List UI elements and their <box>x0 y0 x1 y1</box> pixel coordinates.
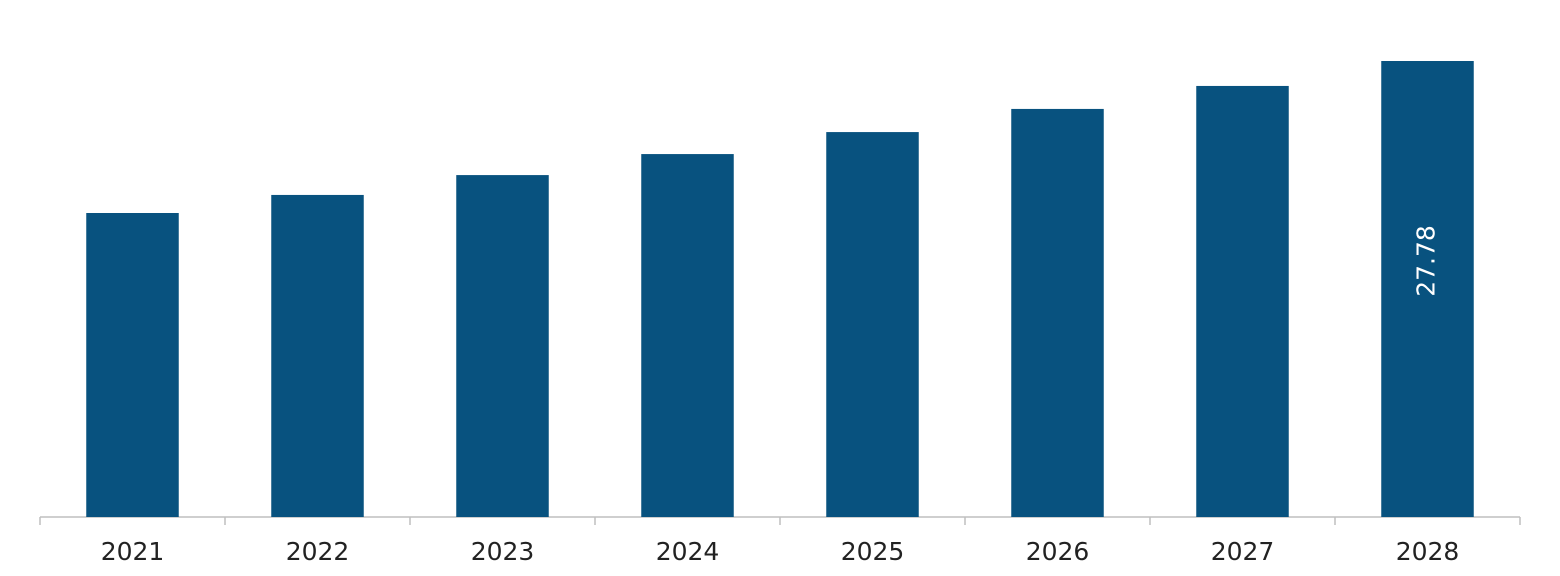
bar <box>641 154 734 517</box>
bar <box>271 194 364 517</box>
x-tick-label: 2024 <box>656 537 720 566</box>
x-tick-label: 2028 <box>1396 537 1460 566</box>
bar <box>456 175 549 517</box>
bar <box>86 213 179 517</box>
x-tick-label: 2026 <box>1026 537 1090 566</box>
bar <box>1196 85 1289 518</box>
bar <box>1381 61 1474 517</box>
x-tick-label: 2021 <box>101 537 165 566</box>
x-tick-label: 2023 <box>471 537 535 566</box>
data-label: 27.78 <box>1412 225 1441 297</box>
x-tick-label: 2022 <box>286 537 350 566</box>
bar <box>826 132 919 517</box>
x-tick-label: 2025 <box>841 537 905 566</box>
bar <box>1011 108 1104 518</box>
x-tick-label: 2027 <box>1211 537 1275 566</box>
